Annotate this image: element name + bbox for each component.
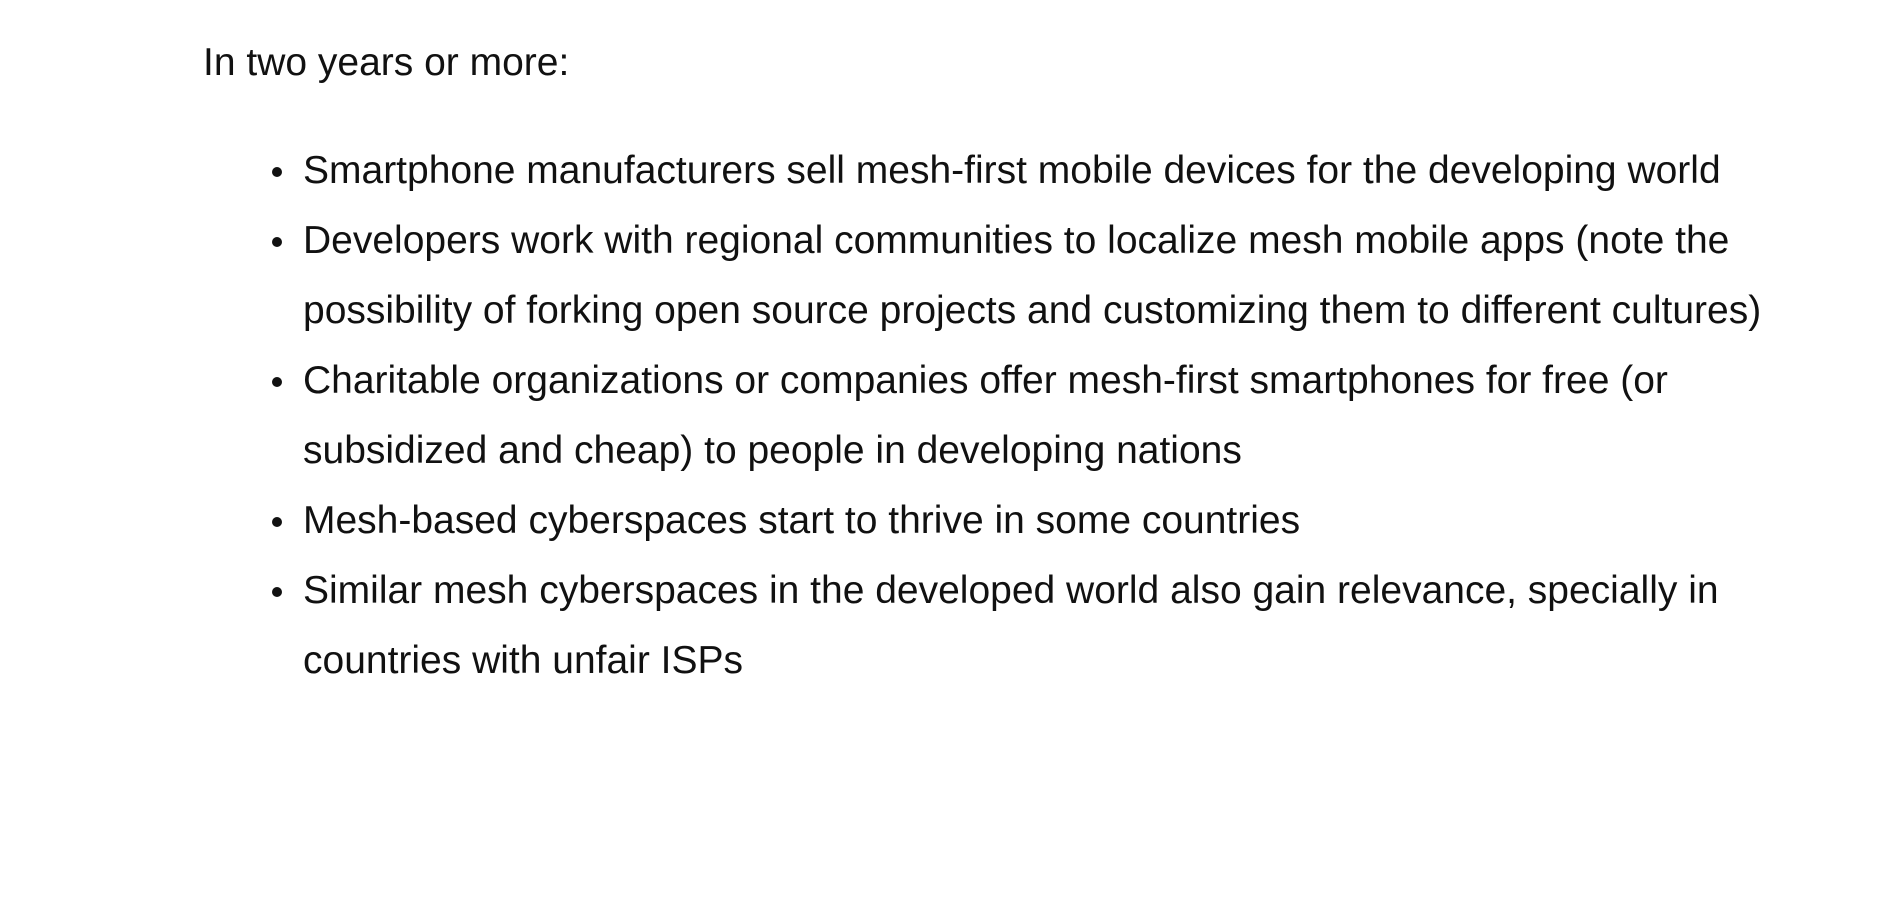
bullet-icon — [272, 377, 282, 387]
list-item: Mesh-based cyberspaces start to thrive i… — [272, 486, 1763, 556]
bullet-icon — [272, 167, 282, 177]
intro-paragraph: In two years or more: — [203, 41, 570, 84]
list-item: Smartphone manufacturers sell mesh-first… — [272, 136, 1763, 206]
list-item-text: Charitable organizations or companies of… — [303, 359, 1668, 472]
list-item-text: Similar mesh cyberspaces in the develope… — [303, 569, 1719, 682]
list-item-text: Mesh-based cyberspaces start to thrive i… — [303, 499, 1301, 542]
list-item-text: Smartphone manufacturers sell mesh-first… — [303, 149, 1721, 192]
document-content: In two years or more: Smartphone manufac… — [203, 34, 1763, 696]
bullet-icon — [272, 517, 282, 527]
bullet-list: Smartphone manufacturers sell mesh-first… — [203, 136, 1763, 696]
list-item-text: Developers work with regional communitie… — [303, 219, 1762, 332]
list-item: Charitable organizations or companies of… — [272, 346, 1763, 486]
list-item: Similar mesh cyberspaces in the develope… — [272, 556, 1763, 696]
list-item: Developers work with regional communitie… — [272, 206, 1763, 346]
bullet-icon — [272, 587, 282, 597]
bullet-icon — [272, 237, 282, 247]
